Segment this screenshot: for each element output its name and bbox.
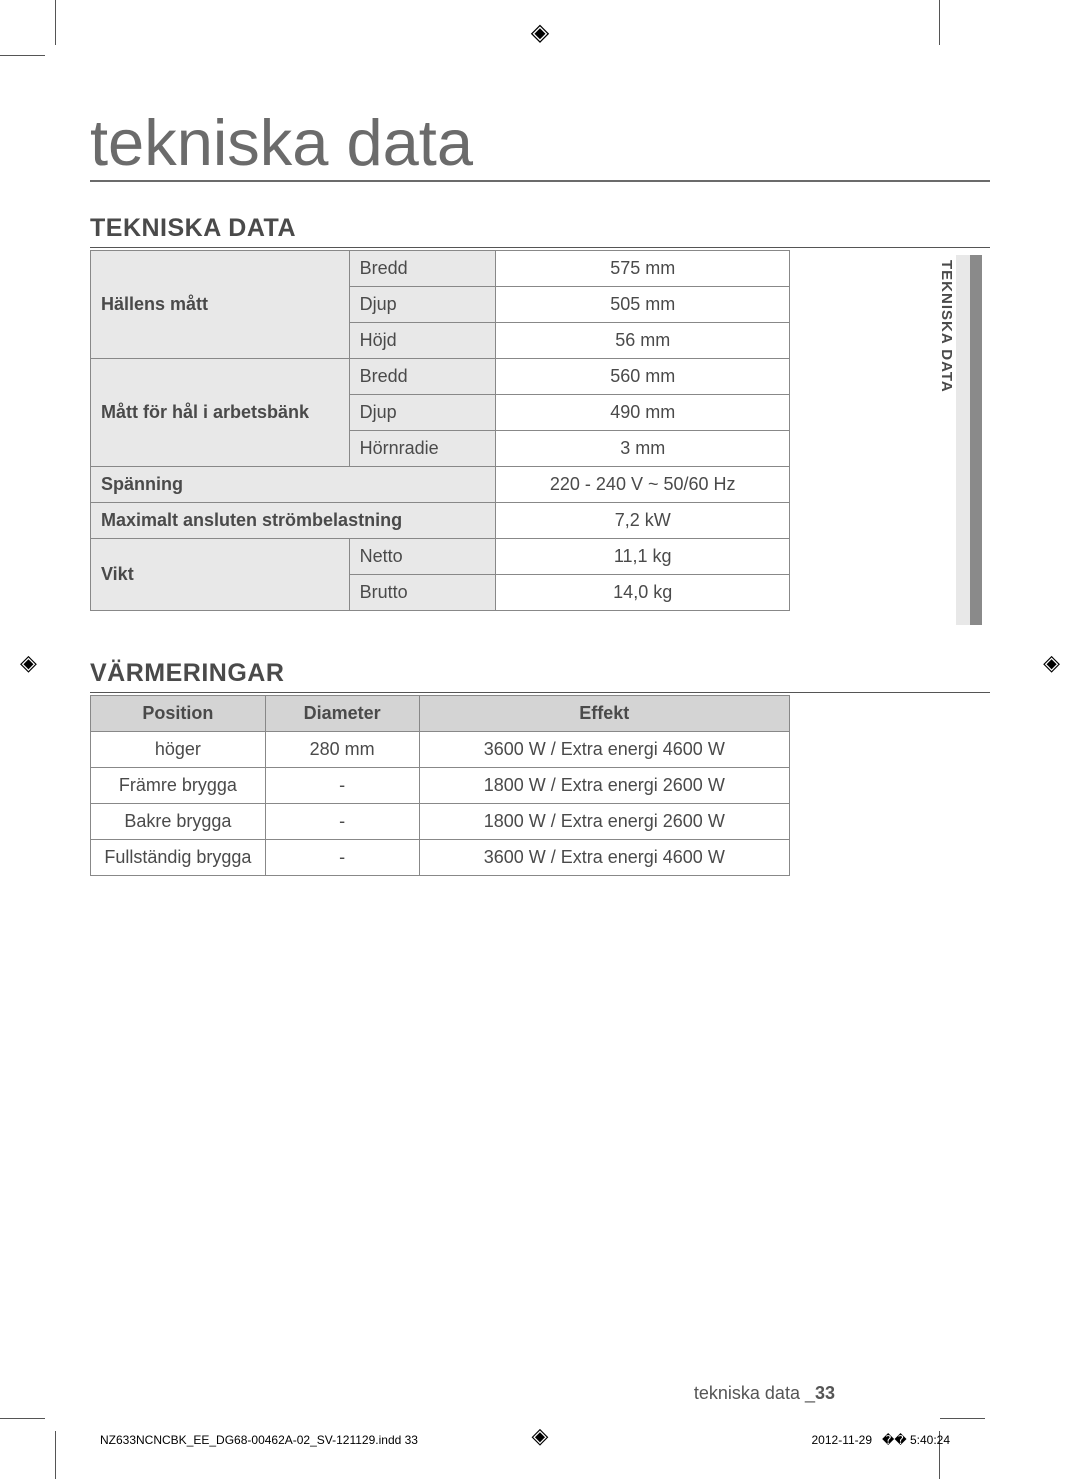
- group-label: Mått för hål i arbetsbänk: [91, 359, 350, 467]
- sub-label: Bredd: [349, 359, 496, 395]
- varmeringar-table: Position Diameter Effekt höger 280 mm 36…: [90, 695, 790, 876]
- col-header-position: Position: [91, 696, 266, 732]
- footer-running-label: tekniska data _: [694, 1383, 815, 1403]
- crop-mark: [55, 0, 56, 45]
- sub-label: Djup: [349, 287, 496, 323]
- print-footer-filename: NZ633NCNCBK_EE_DG68-00462A-02_SV-121129.…: [100, 1433, 418, 1447]
- table-row: Hällens mått Bredd 575 mm: [91, 251, 790, 287]
- effekt-cell: 1800 W / Extra energi 2600 W: [419, 768, 789, 804]
- table-row: Spänning 220 - 240 V ~ 50/60 Hz: [91, 467, 790, 503]
- table-row: Fullständig brygga - 3600 W / Extra ener…: [91, 840, 790, 876]
- footer-page-number: 33: [815, 1383, 835, 1403]
- side-tab-label: TEKNISKA DATA: [938, 260, 955, 393]
- sub-label: Höjd: [349, 323, 496, 359]
- group-label: Vikt: [91, 539, 350, 611]
- table-row: Vikt Netto 11,1 kg: [91, 539, 790, 575]
- crop-mark: [0, 1418, 45, 1419]
- tekniska-data-table: Hällens mått Bredd 575 mm Djup 505 mm Hö…: [90, 250, 790, 611]
- effekt-cell: 1800 W / Extra energi 2600 W: [419, 804, 789, 840]
- group-label: Spänning: [91, 467, 496, 503]
- position-cell: höger: [91, 732, 266, 768]
- value-cell: 11,1 kg: [496, 539, 790, 575]
- sub-label: Hörnradie: [349, 431, 496, 467]
- registration-mark-icon: ◈: [532, 1423, 549, 1449]
- crop-mark: [939, 0, 940, 45]
- side-tab-bg-dark: [970, 255, 982, 625]
- crop-mark: [0, 55, 45, 56]
- value-cell: 505 mm: [496, 287, 790, 323]
- registration-mark-icon: ◈: [531, 18, 549, 47]
- diameter-cell: -: [265, 804, 419, 840]
- registration-mark-icon: ◈: [1043, 650, 1060, 676]
- position-cell: Främre brygga: [91, 768, 266, 804]
- table-row: Främre brygga - 1800 W / Extra energi 26…: [91, 768, 790, 804]
- diameter-cell: 280 mm: [265, 732, 419, 768]
- value-cell: 560 mm: [496, 359, 790, 395]
- print-footer-time: �� 5:40:24: [882, 1433, 950, 1447]
- value-cell: 56 mm: [496, 323, 790, 359]
- table-header-row: Position Diameter Effekt: [91, 696, 790, 732]
- group-label: Maximalt ansluten strömbelastning: [91, 503, 496, 539]
- value-cell: 575 mm: [496, 251, 790, 287]
- value-cell: 7,2 kW: [496, 503, 790, 539]
- table-row: Bakre brygga - 1800 W / Extra energi 260…: [91, 804, 790, 840]
- effekt-cell: 3600 W / Extra energi 4600 W: [419, 732, 789, 768]
- value-cell: 220 - 240 V ~ 50/60 Hz: [496, 467, 790, 503]
- crop-mark: [940, 1418, 985, 1419]
- print-footer-date: 2012-11-29: [812, 1433, 873, 1447]
- registration-mark-icon: ◈: [20, 650, 37, 676]
- section-heading-tekniska-data: TEKNISKA DATA: [90, 214, 990, 248]
- effekt-cell: 3600 W / Extra energi 4600 W: [419, 840, 789, 876]
- sub-label: Netto: [349, 539, 496, 575]
- table-row: Mått för hål i arbetsbänk Bredd 560 mm: [91, 359, 790, 395]
- side-tab-bg-light: [956, 255, 970, 625]
- page-title: tekniska data: [90, 105, 990, 182]
- col-header-diameter: Diameter: [265, 696, 419, 732]
- diameter-cell: -: [265, 840, 419, 876]
- value-cell: 14,0 kg: [496, 575, 790, 611]
- value-cell: 3 mm: [496, 431, 790, 467]
- crop-mark: [55, 1431, 56, 1479]
- value-cell: 490 mm: [496, 395, 790, 431]
- sub-label: Bredd: [349, 251, 496, 287]
- table-row: höger 280 mm 3600 W / Extra energi 4600 …: [91, 732, 790, 768]
- table-row: Maximalt ansluten strömbelastning 7,2 kW: [91, 503, 790, 539]
- page-content: tekniska data TEKNISKA DATA Hällens mått…: [0, 0, 1080, 876]
- group-label: Hällens mått: [91, 251, 350, 359]
- position-cell: Bakre brygga: [91, 804, 266, 840]
- footer-running: tekniska data _33: [694, 1383, 835, 1404]
- sub-label: Djup: [349, 395, 496, 431]
- sub-label: Brutto: [349, 575, 496, 611]
- section-heading-varmeringar: VÄRMERINGAR: [90, 659, 990, 693]
- diameter-cell: -: [265, 768, 419, 804]
- position-cell: Fullständig brygga: [91, 840, 266, 876]
- col-header-effekt: Effekt: [419, 696, 789, 732]
- print-footer-datetime: 2012-11-29 �� 5:40:24: [812, 1433, 951, 1447]
